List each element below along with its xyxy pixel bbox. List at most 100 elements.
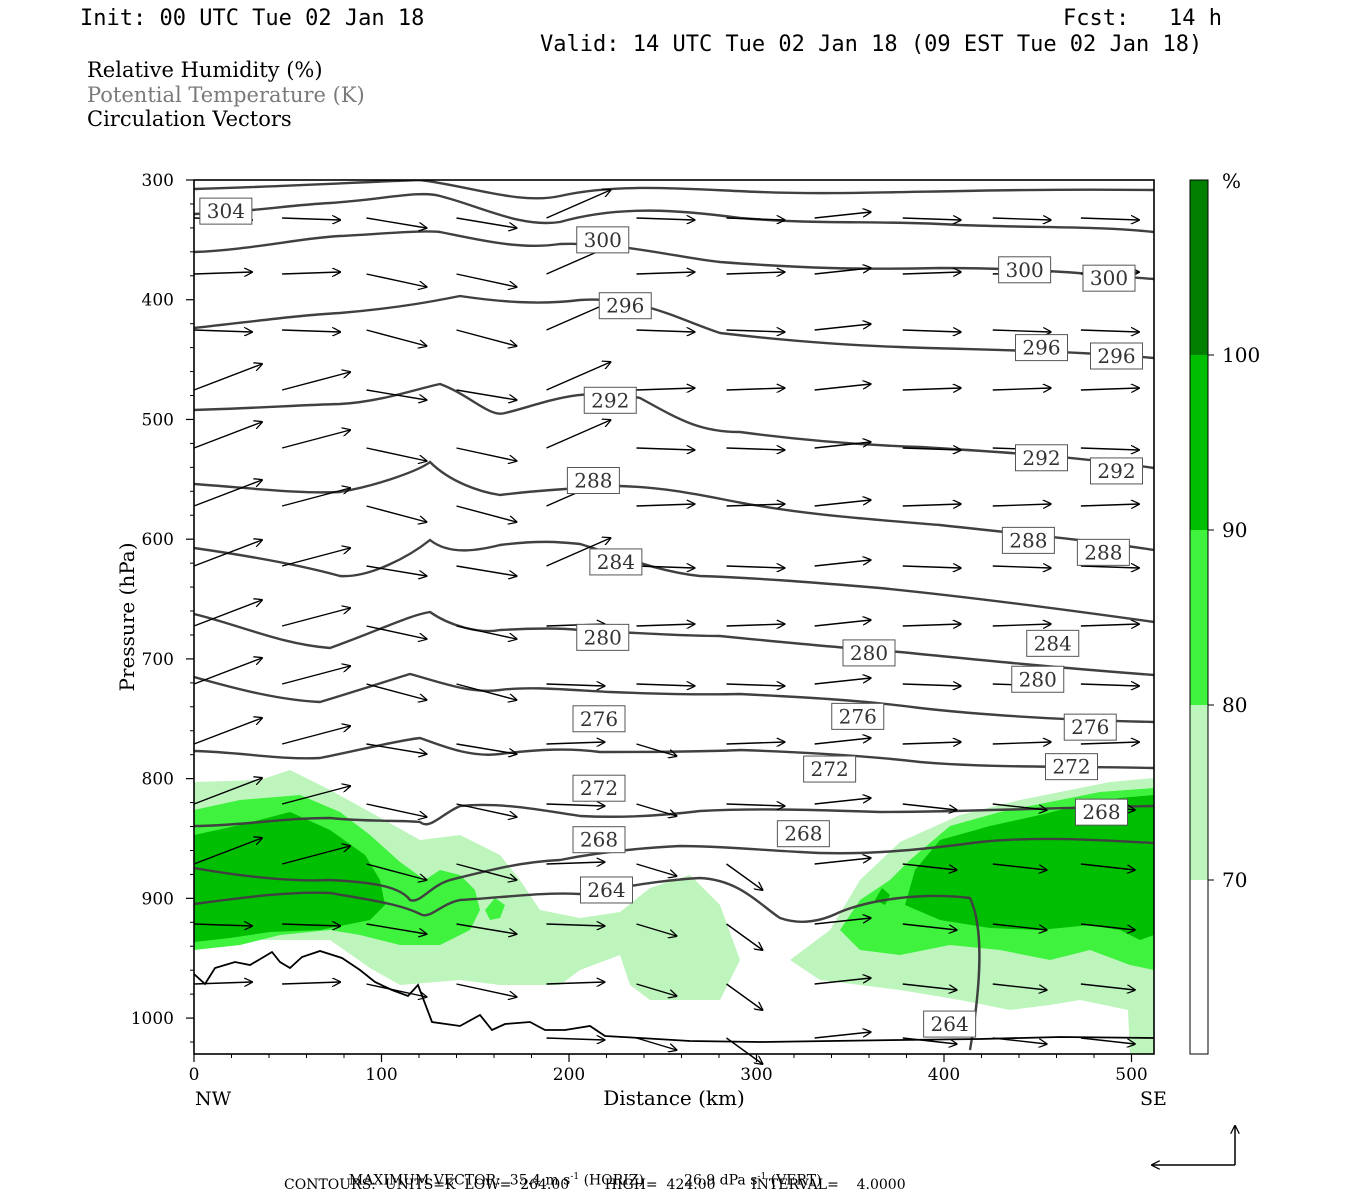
circulation-vector	[636, 330, 695, 332]
circulation-vector	[366, 447, 427, 461]
y-tick-label: 600	[142, 530, 174, 550]
circulation-vector	[814, 738, 871, 745]
circulation-vector	[456, 983, 517, 997]
theta-contour-label: 292	[1015, 444, 1068, 472]
contour-info: CONTOURS: UNITS=K LOW= 264.00 HIGH= 424.…	[284, 1177, 906, 1193]
svg-text:292: 292	[1097, 459, 1135, 483]
theta-contour-label: 304	[199, 197, 253, 225]
circulation-vector	[456, 389, 517, 400]
circulation-vector	[902, 218, 961, 220]
valid-time: Valid: 14 UTC Tue 02 Jan 18 (09 EST Tue …	[540, 32, 1203, 57]
circulation-vector	[546, 1038, 605, 1040]
colorbar-level-70: 70	[1222, 868, 1247, 892]
circulation-vector	[1080, 218, 1139, 220]
theta-contour-label: 268	[572, 826, 626, 854]
theta-contour-label: 300	[1082, 264, 1136, 292]
circulation-vector	[636, 743, 677, 756]
svg-text:272: 272	[580, 776, 618, 800]
circulation-vector	[814, 978, 871, 985]
svg-text:276: 276	[839, 704, 877, 728]
circulation-vector	[992, 923, 1047, 930]
circulation-vector	[992, 218, 1051, 220]
circulation-vector	[1080, 1037, 1135, 1044]
circulation-vector	[636, 624, 695, 626]
circulation-vector	[636, 388, 695, 390]
svg-text:272: 272	[1052, 755, 1090, 779]
circulation-vector	[992, 504, 1051, 506]
circulation-vector	[282, 272, 340, 274]
circulation-vector	[726, 742, 785, 744]
theta-contour-line	[194, 180, 1154, 200]
circulation-vector	[281, 666, 350, 685]
circulation-vector	[1080, 983, 1135, 990]
circulation-vector	[456, 565, 517, 576]
y-tick-label: 400	[142, 291, 174, 311]
circulation-vector	[366, 625, 427, 639]
circulation-vector	[636, 218, 695, 220]
circulation-vector	[456, 217, 517, 228]
svg-text:300: 300	[584, 228, 622, 252]
circulation-vector	[992, 803, 1047, 810]
rh-80-area	[485, 898, 505, 920]
y-tick-label: 500	[142, 410, 174, 430]
circulation-vector	[992, 388, 1051, 390]
svg-text:288: 288	[1009, 528, 1047, 552]
circulation-vector	[1080, 863, 1135, 870]
svg-text:272: 272	[811, 757, 849, 781]
svg-text:264: 264	[587, 878, 625, 902]
circulation-vector	[902, 1037, 957, 1044]
circulation-vector	[636, 863, 677, 876]
circulation-vector	[814, 384, 871, 391]
svg-text:296: 296	[1097, 344, 1135, 368]
circulation-vector	[726, 504, 785, 506]
theta-contour-label: 292	[1090, 457, 1143, 485]
circulation-vector	[366, 983, 427, 997]
theta-contour-line	[194, 610, 1154, 677]
circulation-vector	[1080, 566, 1139, 568]
x-axis: 0 100 200 300 400 500	[189, 1054, 1148, 1085]
theta-contour-label: 276	[572, 705, 626, 733]
circulation-vector	[726, 330, 785, 332]
circulation-vector	[902, 684, 961, 686]
svg-text:300: 300	[1006, 258, 1044, 282]
circulation-vector	[814, 798, 871, 805]
colorbar: % 100 90 80 70	[1189, 169, 1260, 1055]
circulation-vector	[814, 620, 871, 627]
circulation-vector	[726, 448, 785, 450]
circulation-vector	[902, 803, 957, 810]
svg-text:268: 268	[784, 822, 822, 846]
svg-text:288: 288	[574, 469, 612, 493]
circulation-vector	[814, 268, 871, 275]
svg-text:264: 264	[931, 1012, 969, 1036]
circulation-vector	[992, 330, 1051, 332]
circulation-vector	[726, 624, 785, 626]
colorbar-swatch-100	[1190, 180, 1208, 355]
theta-contour-label: 280	[842, 639, 896, 667]
circulation-vector	[814, 678, 871, 685]
circulation-vector	[546, 742, 605, 744]
circulation-vector	[1080, 388, 1139, 390]
circulation-vector	[456, 863, 517, 880]
x-tick-label: 0	[189, 1065, 200, 1085]
circulation-vector	[1080, 448, 1139, 450]
circulation-vector	[726, 923, 763, 950]
y-tick-label: 800	[142, 770, 174, 790]
circulation-vector	[282, 924, 340, 926]
circulation-vector	[193, 540, 262, 567]
circulation-vector	[1080, 504, 1139, 506]
max-vector-info: MAXIMUM VECTOR: 35.4 m s-1 (HORIZ) 26.9 …	[348, 1172, 822, 1189]
svg-text:296: 296	[1022, 336, 1060, 360]
svg-text:284: 284	[1034, 631, 1072, 655]
theta-contour-line	[194, 672, 1154, 724]
circulation-vector	[366, 217, 427, 228]
circulation-vector	[814, 560, 871, 567]
theta-contour-line	[194, 294, 1154, 360]
circulation-vector	[814, 500, 871, 507]
forecast-hour: Fcst: 14 h	[1063, 6, 1222, 31]
circulation-vector	[456, 505, 517, 522]
circulation-vector	[546, 190, 611, 219]
x-tick-label: 400	[928, 1065, 960, 1085]
circulation-vector	[726, 804, 785, 806]
theta-contour-label: 268	[776, 820, 830, 848]
svg-text:280: 280	[1019, 667, 1057, 691]
